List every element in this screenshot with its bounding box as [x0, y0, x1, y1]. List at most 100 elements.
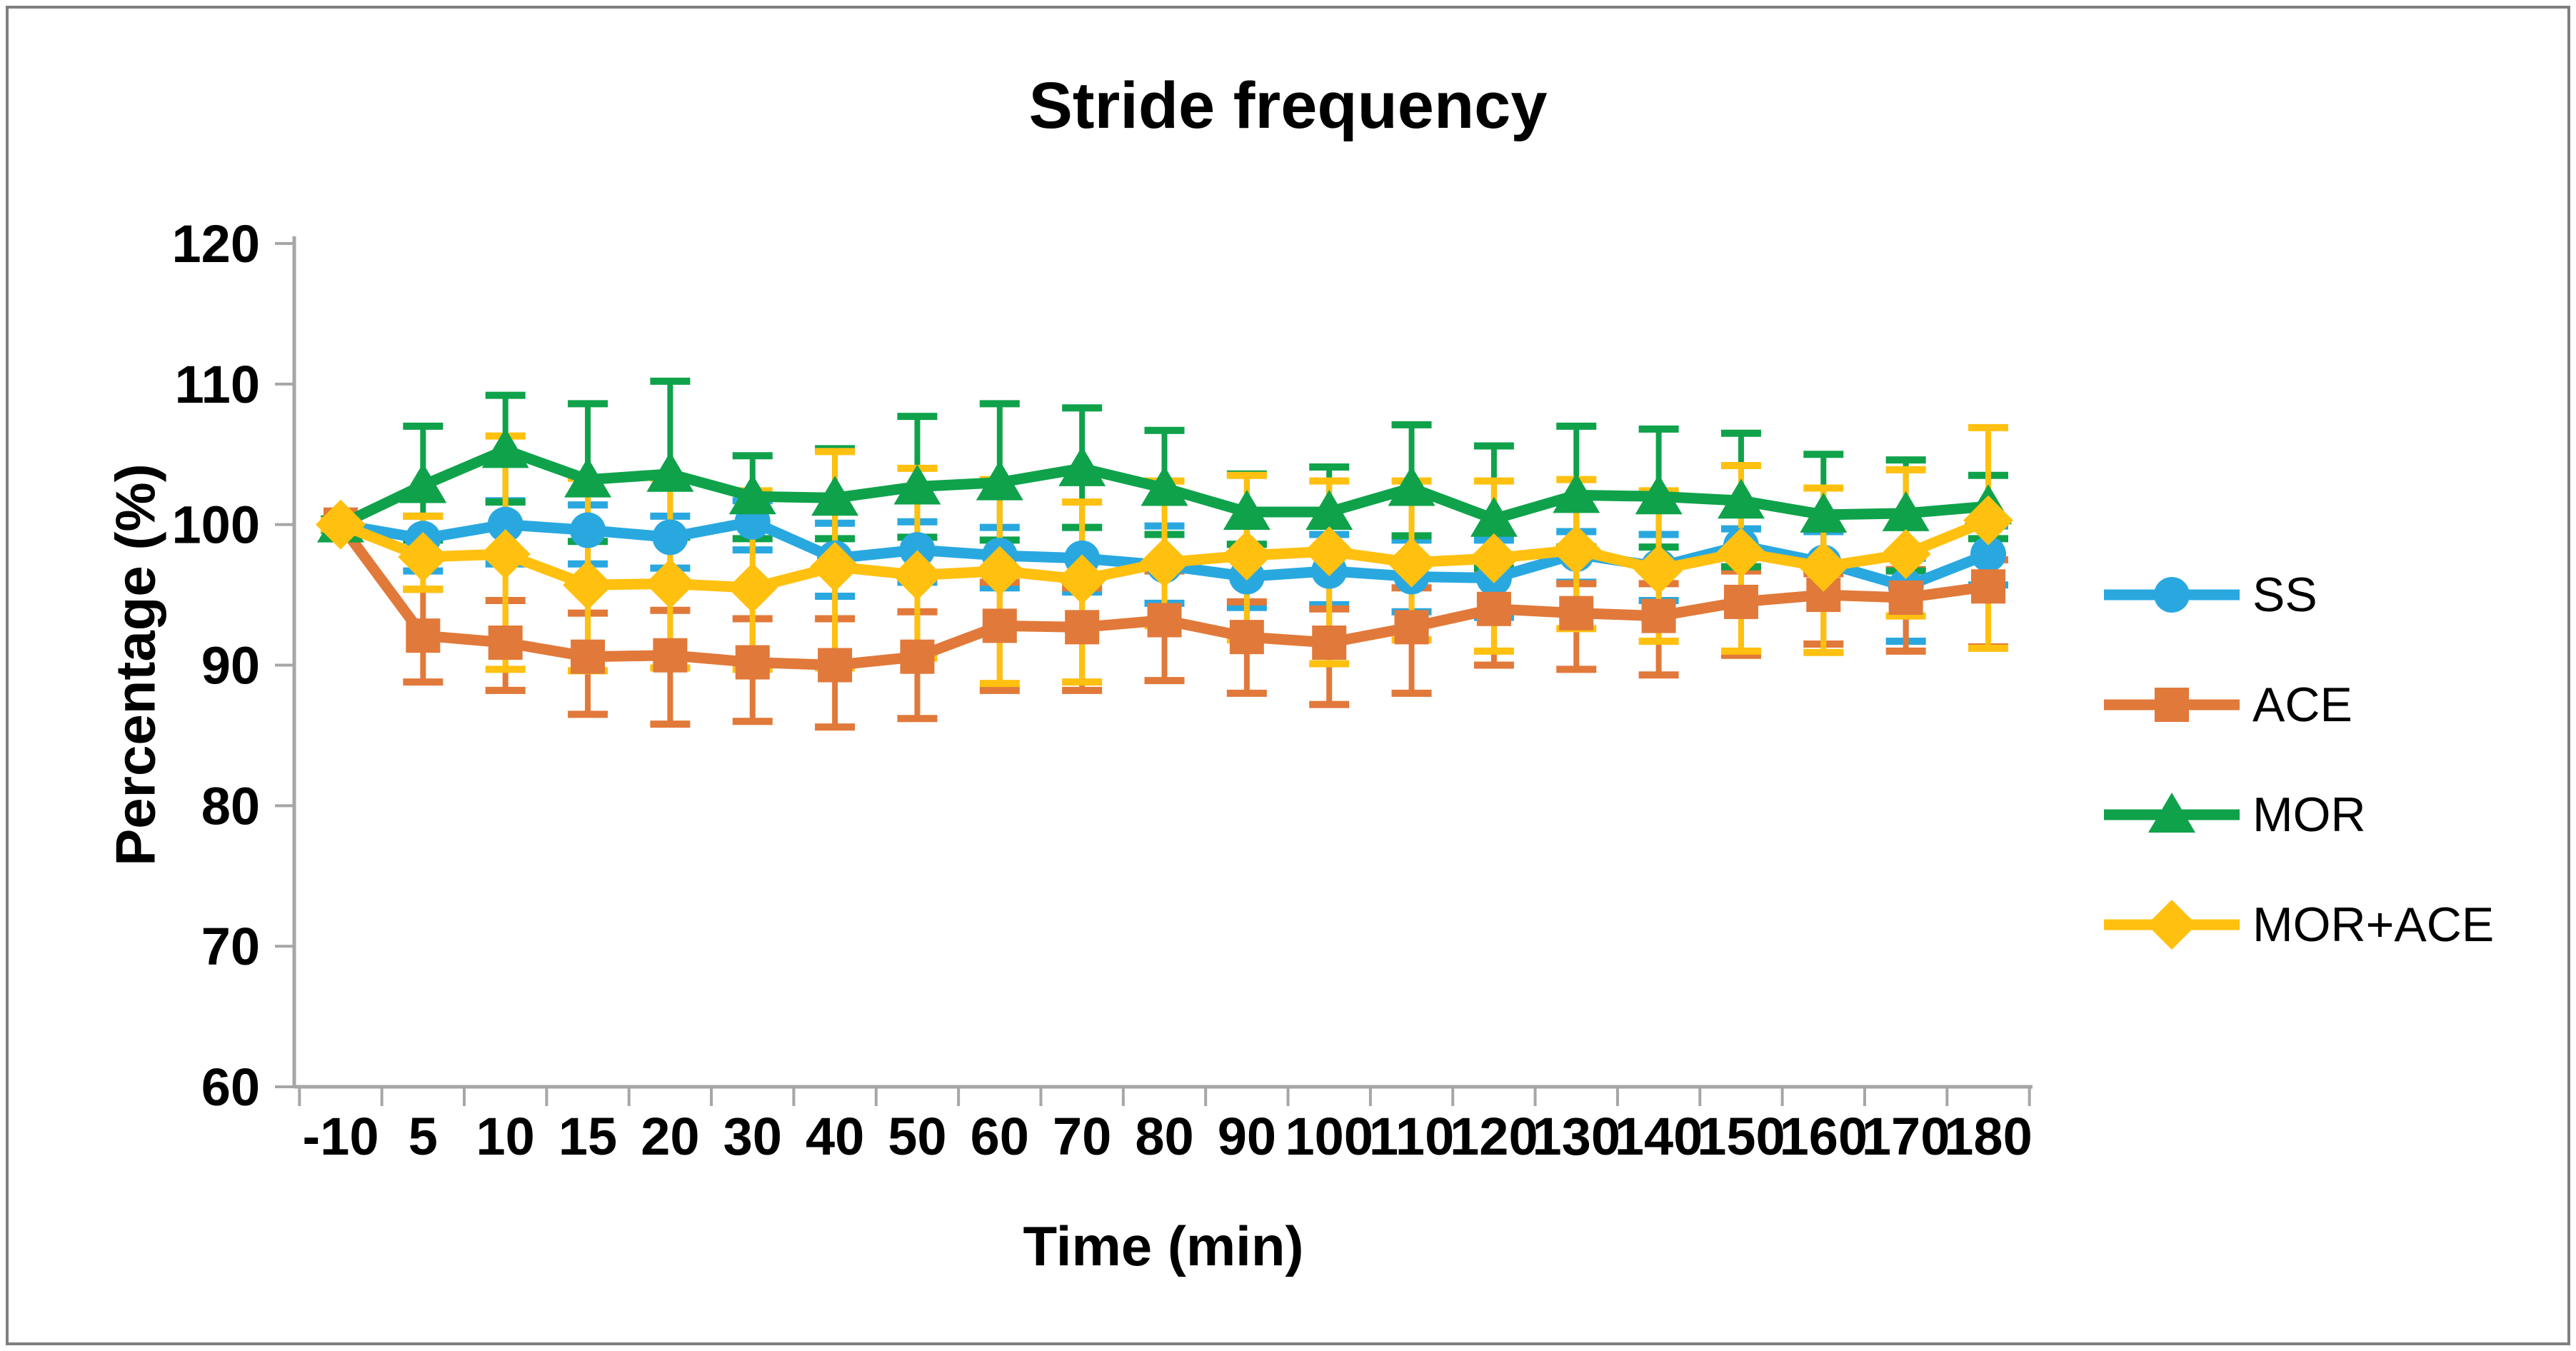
x-tick-label: 180: [1944, 1107, 2032, 1166]
data-point-diamond: [563, 560, 613, 611]
x-tick-label: 60: [971, 1107, 1029, 1166]
y-tick-label: 110: [175, 355, 260, 414]
y-tick-label: 70: [201, 917, 260, 976]
data-point-diamond: [1880, 529, 1931, 580]
data-point-diamond: [1139, 537, 1190, 588]
y-tick-label: 100: [172, 496, 260, 555]
x-tick-label: 30: [723, 1107, 782, 1166]
data-point-diamond: [1221, 530, 1272, 581]
legend-item-ACE: ACE: [2104, 650, 2494, 760]
data-point-square: [1312, 626, 1347, 661]
data-point-diamond: [1715, 528, 1766, 578]
data-point-triangle: [399, 463, 447, 503]
triangle-legend-marker-icon: [2104, 793, 2240, 833]
data-point-triangle: [564, 457, 612, 498]
square-legend-marker-icon: [2104, 688, 2240, 722]
data-point-diamond: [1963, 495, 2013, 546]
data-point-triangle: [1635, 474, 1683, 515]
x-tick-label: 40: [806, 1107, 864, 1166]
data-point-triangle: [1470, 496, 1518, 537]
data-point-triangle: [811, 476, 859, 516]
x-tick-label: 5: [409, 1107, 438, 1166]
series-MOR+ACE: [316, 495, 2013, 613]
data-point-diamond: [480, 529, 531, 580]
data-point-diamond: [974, 546, 1025, 596]
data-point-circle: [487, 506, 523, 543]
data-point-square: [2155, 688, 2189, 722]
legend: SS ACE MOR MOR+ACE: [2104, 540, 2494, 980]
x-tick-label: 170: [1862, 1107, 1950, 1166]
legend-label: ACE: [2252, 678, 2352, 732]
data-point-triangle: [1882, 491, 1930, 531]
data-point-square: [571, 639, 606, 674]
x-tick-label: 80: [1135, 1107, 1193, 1166]
data-point-diamond: [316, 499, 366, 550]
x-tick-label: 15: [558, 1107, 617, 1166]
x-tick-label: 150: [1697, 1107, 1785, 1166]
data-point-square: [1147, 603, 1182, 638]
circle-legend-marker-icon: [2104, 577, 2240, 613]
data-point-triangle: [1388, 466, 1435, 506]
data-point-square: [1394, 610, 1429, 645]
data-point-diamond: [2147, 900, 2197, 950]
data-point-diamond: [1468, 533, 1519, 583]
x-tick-label: 50: [888, 1107, 946, 1166]
x-tick-label: 10: [476, 1107, 535, 1166]
data-point-diamond: [727, 563, 778, 613]
chart-title: Stride frequency: [1028, 69, 1548, 142]
x-tick-label: -10: [303, 1107, 379, 1166]
data-point-circle: [652, 519, 688, 556]
legend-item-MOR: MOR: [2104, 760, 2494, 870]
y-axis-ticks: 60 70 80 90 100 110 120: [172, 214, 294, 1117]
data-point-circle: [2154, 577, 2190, 613]
data-point-triangle: [1800, 492, 1848, 533]
data-point-triangle: [728, 474, 776, 515]
x-tick-label: 160: [1780, 1107, 1868, 1166]
y-tick-label: 120: [172, 214, 260, 273]
data-point-diamond: [1798, 541, 1849, 592]
x-tick-label: 130: [1533, 1107, 1620, 1166]
data-point-diamond: [892, 550, 943, 601]
data-point-diamond: [645, 558, 696, 609]
data-point-square: [982, 608, 1017, 643]
data-point-triangle: [1553, 473, 1600, 513]
legend-item-SS: SS: [2104, 540, 2494, 650]
data-point-triangle: [1223, 489, 1271, 530]
diamond-legend-marker-icon: [2104, 900, 2240, 950]
data-point-square: [735, 645, 770, 680]
data-point-square: [1559, 596, 1594, 631]
data-point-circle: [899, 532, 936, 568]
data-point-square: [653, 638, 688, 673]
data-point-square: [406, 618, 441, 653]
data-point-circle: [570, 512, 606, 548]
y-axis-title: Percentage (%): [104, 463, 167, 866]
data-point-square: [818, 648, 853, 683]
x-tick-label: 110: [1369, 1107, 1454, 1166]
data-point-square: [1641, 598, 1676, 633]
legend-item-MOR+ACE: MOR+ACE: [2104, 870, 2494, 980]
data-point-diamond: [1304, 526, 1355, 577]
data-point-square: [1888, 581, 1923, 616]
x-tick-label: 100: [1285, 1107, 1373, 1166]
data-point-circle: [1970, 536, 2006, 573]
legend-label: MOR: [2252, 788, 2366, 842]
data-point-square: [1723, 584, 1758, 619]
data-point-diamond: [1386, 537, 1437, 588]
data-point-triangle: [1717, 478, 1765, 519]
data-point-triangle: [976, 460, 1023, 501]
data-point-square: [1971, 569, 2005, 604]
data-point-diamond: [398, 531, 448, 582]
y-tick-label: 80: [201, 776, 260, 835]
y-tick-label: 90: [201, 636, 260, 695]
data-point-square: [1065, 610, 1100, 645]
figure-border: [6, 6, 2570, 1345]
data-point-square: [900, 639, 935, 674]
data-point-diamond: [810, 541, 861, 592]
x-tick-label: 90: [1218, 1107, 1276, 1166]
data-point-triangle: [481, 428, 529, 468]
x-tick-label: 70: [1053, 1107, 1111, 1166]
data-point-triangle: [1141, 466, 1188, 506]
legend-label: MOR+ACE: [2252, 898, 2495, 952]
data-point-diamond: [1633, 544, 1684, 595]
